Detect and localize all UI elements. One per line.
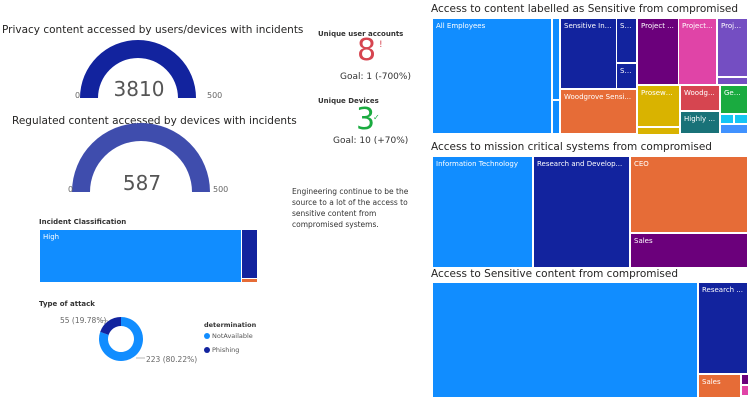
legend-dot-icon — [204, 347, 210, 353]
treemap-tile[interactable] — [720, 114, 734, 124]
treemap-3-title: Access to Sensitive content from comprom… — [431, 268, 679, 280]
gauge-2-value: 587 — [122, 171, 162, 195]
gauge-1-value: 3810 — [113, 77, 165, 101]
tile-label: Sales — [634, 237, 653, 245]
note-text: Engineering continue to be the source to… — [292, 187, 409, 229]
treemap-tile[interactable]: All Employees — [432, 18, 552, 134]
donut-leader-lines — [99, 319, 145, 359]
donut-slice-notavailable[interactable] — [99, 317, 143, 361]
donut-label-notavailable: 223 (80.22%) — [146, 355, 198, 364]
tile-label: All Employees — [436, 22, 486, 30]
treemap-tile[interactable]: Prosewa... — [637, 85, 680, 127]
gauge-2-arc — [72, 123, 210, 192]
treemap-tile[interactable] — [734, 114, 748, 124]
kpi-1-value: 8 — [357, 33, 377, 68]
tile-label: Prosewa... — [641, 89, 677, 97]
treemap-tile[interactable]: Gen... — [720, 85, 748, 114]
treemap-tile[interactable] — [741, 374, 749, 385]
tile-label: Research ... — [702, 286, 744, 294]
gauge-1-max: 500 — [207, 91, 223, 100]
gauge-1-fill — [80, 40, 196, 98]
tile-label: High — [43, 233, 60, 241]
type-of-attack-title: Type of attack — [39, 300, 95, 308]
legend-label: Phishing — [212, 346, 240, 354]
gauge-2-title: Regulated content accessed by devices wi… — [12, 115, 297, 127]
treemap-tile[interactable]: Research and Develop... — [533, 156, 630, 268]
treemap-tile[interactable]: Research ... — [698, 282, 748, 374]
donut-slice-phishing[interactable] — [100, 317, 121, 335]
treemap-tile[interactable] — [741, 385, 749, 396]
check-icon: ✓ — [373, 113, 380, 122]
treemap-tile[interactable]: Proje... — [717, 18, 748, 77]
treemap-tile[interactable]: Sales — [698, 374, 741, 398]
tile-label: Proje... — [721, 22, 746, 30]
incident-classification-title: Incident Classification — [39, 218, 127, 226]
treemap-tile[interactable]: Sa... — [616, 63, 637, 89]
tile-label: Research and Develop... — [537, 160, 623, 168]
treemap-tile[interactable] — [552, 100, 560, 134]
legend-label: NotAvailable — [212, 332, 253, 340]
donut-label-phishing: 55 (19.78%) — [60, 316, 107, 325]
treemap-tile[interactable] — [637, 127, 680, 135]
treemap-tile[interactable]: Information Technology — [432, 156, 533, 268]
treemap-1-title: Access to content labelled as Sensitive … — [431, 3, 739, 15]
treemap-tile[interactable]: Highly ... — [680, 111, 720, 134]
tile-label: Woodg... — [684, 89, 715, 97]
treemap-tile[interactable]: CEO — [630, 156, 748, 233]
legend-item-phishing[interactable]: Phishing — [204, 346, 239, 354]
gauge-1-arc — [80, 40, 196, 98]
treemap-tile[interactable] — [720, 124, 748, 134]
treemap-tile[interactable]: SRE — [616, 18, 637, 63]
legend-title: determination — [204, 321, 257, 329]
tile-label: Woodgrove Sensi... — [564, 93, 632, 101]
kpi-2-label: Unique Devices — [318, 97, 379, 105]
tile-label: Sales — [702, 378, 721, 386]
treemap-tile[interactable]: Woodg... — [680, 85, 720, 111]
legend-dot-icon — [204, 333, 210, 339]
tile-label: Sa... — [620, 67, 636, 75]
treemap-tile[interactable]: Sales — [630, 233, 748, 268]
treemap-tile[interactable]: Sensitive Informat... — [560, 18, 617, 89]
kpi-2-goal: Goal: 10 (+70%) — [333, 136, 409, 146]
incident-tile-3[interactable] — [241, 278, 258, 283]
treemap-tile[interactable]: Project ... — [637, 18, 679, 85]
legend-item-notavailable[interactable]: NotAvailable — [204, 332, 253, 340]
gauge-2-max: 500 — [213, 185, 229, 194]
donut-chart — [99, 317, 143, 361]
tile-label: CEO — [634, 160, 649, 168]
treemap-2-title: Access to mission critical systems from … — [431, 141, 712, 153]
treemap-tile[interactable] — [717, 77, 748, 85]
treemap-tile[interactable]: Project... — [678, 18, 717, 85]
treemap-tile[interactable] — [552, 18, 560, 100]
kpi-2-value: 3 — [356, 102, 376, 137]
gauge-1-title: Privacy content accessed by users/device… — [2, 24, 304, 36]
tile-label: Sensitive Informat... — [564, 22, 616, 30]
tile-label: Project... — [682, 22, 713, 30]
incident-tile-high[interactable]: High — [39, 229, 242, 283]
tile-label: SRE — [620, 22, 634, 30]
gauge-2-fill — [72, 123, 210, 192]
treemap-tile[interactable]: Woodgrove Sensi... — [560, 89, 637, 134]
gauge-2-min: 0 — [68, 185, 74, 194]
gauge-1-min: 0 — [75, 91, 81, 100]
incident-tile-2[interactable] — [241, 229, 258, 279]
exclamation-icon: ! — [379, 40, 383, 50]
kpi-1-label: Unique user accounts — [318, 30, 404, 38]
tile-label: Highly ... — [684, 115, 716, 123]
tile-label: Information Technology — [436, 160, 518, 168]
kpi-1-goal: Goal: 1 (-700%) — [340, 72, 411, 82]
treemap-tile[interactable] — [432, 282, 698, 398]
tile-label: Gen... — [724, 89, 745, 97]
tile-label: Project ... — [641, 22, 674, 30]
